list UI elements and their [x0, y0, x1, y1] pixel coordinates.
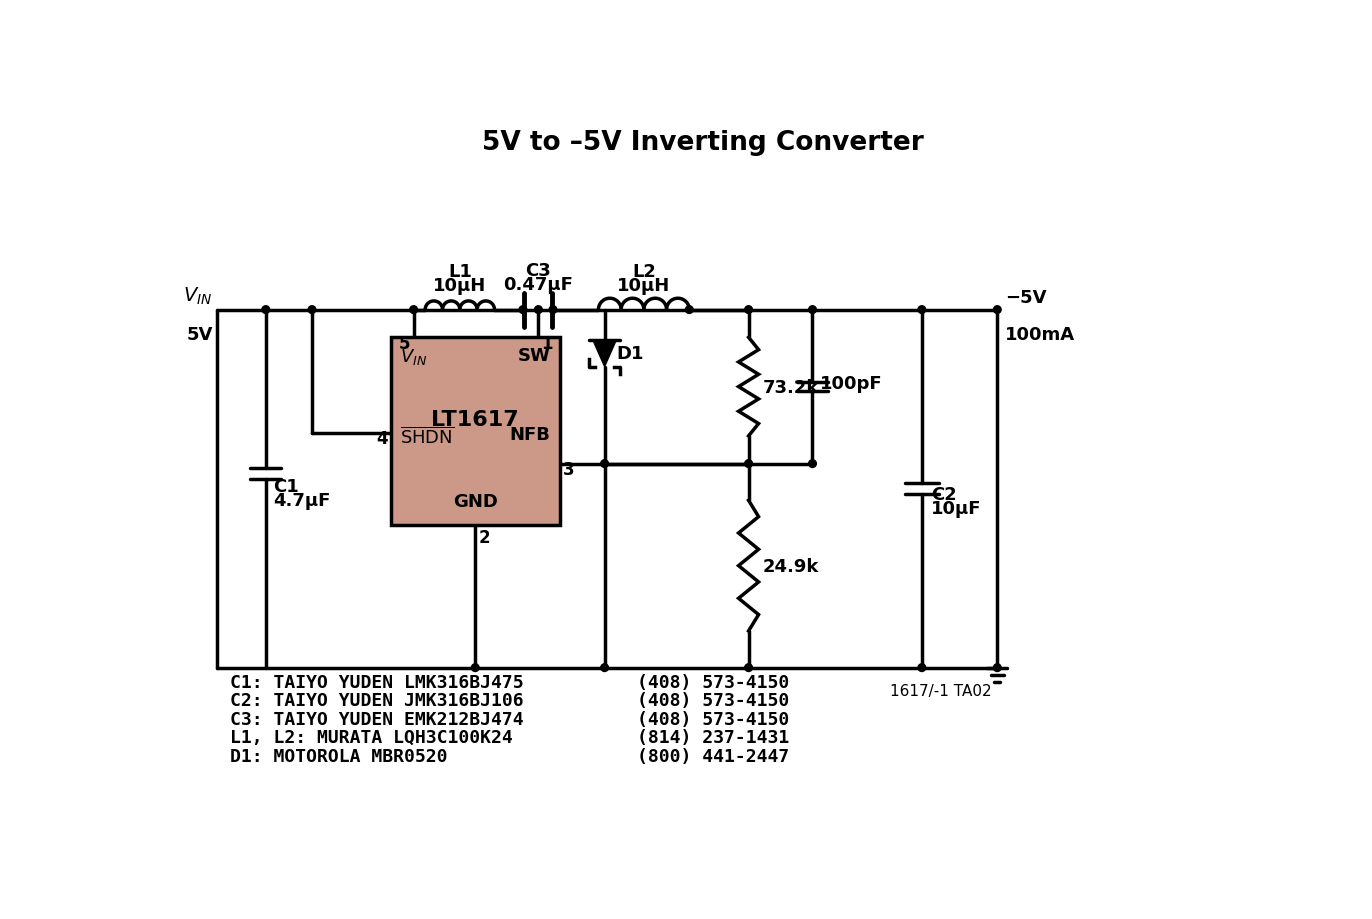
Text: 100mA: 100mA	[1004, 325, 1076, 344]
Text: 4: 4	[376, 429, 387, 448]
Text: NFB: NFB	[510, 425, 550, 444]
Text: 10μH: 10μH	[617, 277, 671, 295]
Circle shape	[535, 306, 542, 314]
Circle shape	[808, 306, 816, 314]
Circle shape	[519, 306, 527, 314]
Circle shape	[601, 460, 608, 468]
Circle shape	[472, 664, 479, 672]
Text: C3: C3	[525, 262, 552, 279]
Text: 4.7μF: 4.7μF	[273, 492, 331, 509]
Text: 5V to –5V Inverting Converter: 5V to –5V Inverting Converter	[483, 130, 923, 155]
Text: 0.47μF: 0.47μF	[504, 276, 573, 293]
Circle shape	[686, 306, 693, 314]
Text: 5V: 5V	[187, 325, 213, 344]
Text: 10μH: 10μH	[434, 277, 487, 295]
Circle shape	[309, 306, 316, 314]
Circle shape	[808, 460, 816, 468]
Circle shape	[262, 306, 270, 314]
Circle shape	[745, 664, 752, 672]
Text: D1: MOTOROLA MBR0520: D1: MOTOROLA MBR0520	[230, 747, 447, 765]
Text: (814) 237-1431: (814) 237-1431	[637, 729, 789, 746]
Circle shape	[918, 306, 926, 314]
Circle shape	[549, 306, 557, 314]
FancyBboxPatch shape	[391, 337, 560, 526]
Text: 5: 5	[399, 335, 410, 353]
Text: D1: D1	[616, 346, 643, 363]
Text: L1: L1	[447, 263, 472, 281]
Text: C3: TAIYO YUDEN EMK212BJ474: C3: TAIYO YUDEN EMK212BJ474	[230, 710, 524, 728]
Text: C1: C1	[273, 478, 299, 495]
Text: 2: 2	[479, 528, 490, 546]
Text: 100pF: 100pF	[820, 374, 882, 392]
Text: SW: SW	[517, 346, 550, 365]
Circle shape	[601, 664, 608, 672]
Text: 73.2k: 73.2k	[763, 379, 819, 396]
Text: L2: L2	[632, 263, 656, 281]
Text: $\overline{\mathrm{SHDN}}$: $\overline{\mathrm{SHDN}}$	[399, 425, 454, 447]
Text: C1: TAIYO YUDEN LMK316BJ475: C1: TAIYO YUDEN LMK316BJ475	[230, 673, 524, 691]
Text: (408) 573-4150: (408) 573-4150	[637, 691, 789, 709]
Text: C2: TAIYO YUDEN JMK316BJ106: C2: TAIYO YUDEN JMK316BJ106	[230, 691, 524, 709]
Text: 10μF: 10μF	[932, 499, 981, 517]
Circle shape	[993, 306, 1002, 314]
Text: 3: 3	[563, 460, 575, 478]
Circle shape	[993, 664, 1002, 672]
Text: (408) 573-4150: (408) 573-4150	[637, 673, 789, 691]
Text: 24.9k: 24.9k	[763, 557, 819, 575]
Circle shape	[745, 460, 752, 468]
Text: $V_{IN}$: $V_{IN}$	[184, 285, 213, 306]
Text: 1: 1	[542, 335, 553, 353]
Text: $V_{IN}$: $V_{IN}$	[399, 346, 427, 367]
Text: 1617/-1 TA02: 1617/-1 TA02	[889, 684, 991, 698]
Text: LT1617: LT1617	[431, 410, 519, 430]
Text: −5V: −5V	[1004, 289, 1047, 306]
Circle shape	[918, 664, 926, 672]
Text: (800) 441-2447: (800) 441-2447	[637, 747, 789, 765]
Circle shape	[745, 306, 752, 314]
Text: L1, L2: MURATA LQH3C100K24: L1, L2: MURATA LQH3C100K24	[230, 729, 513, 746]
Text: GND: GND	[453, 493, 498, 510]
Text: C2: C2	[932, 485, 956, 504]
Circle shape	[410, 306, 417, 314]
Text: (408) 573-4150: (408) 573-4150	[637, 710, 789, 728]
Polygon shape	[593, 341, 616, 368]
